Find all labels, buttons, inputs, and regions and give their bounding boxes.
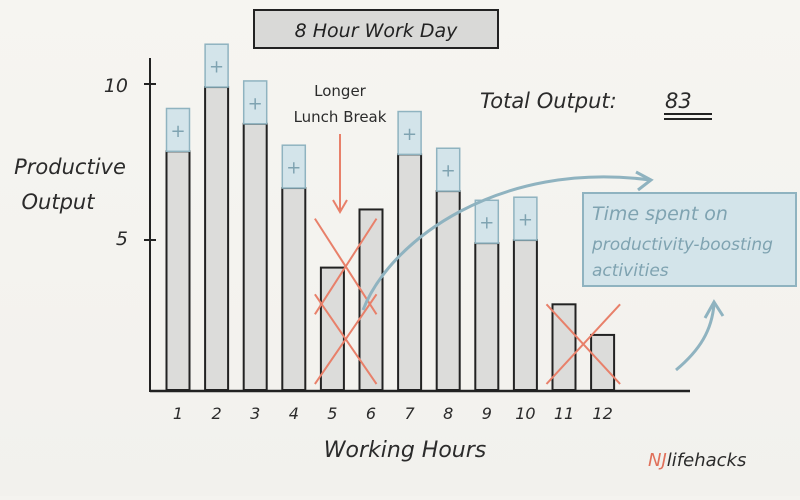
boost-plus-icon: + <box>248 93 263 114</box>
bar-hour-7 <box>397 153 423 391</box>
total-output: Total Output: 83 <box>480 89 712 120</box>
callout-line3: activities <box>592 261 669 281</box>
boost-segment-hour-10 <box>513 196 538 241</box>
callout-line1: Time spent on <box>592 203 728 225</box>
boost-segment-hour-1 <box>165 107 191 153</box>
bar-hour-11 <box>551 303 577 392</box>
boost-segment-hour-2 <box>204 43 229 88</box>
x-tick-label-10: 10 <box>515 404 535 423</box>
crossed-out-marks <box>314 218 621 385</box>
boost-segment-hour-8 <box>435 147 461 192</box>
chart-title: 8 Hour Work Day <box>295 20 458 42</box>
y-axis-label-line2: Output <box>22 190 96 214</box>
x-tick-label-3: 3 <box>250 404 260 423</box>
x-tick-label-2: 2 <box>212 404 222 423</box>
x-tick-label-7: 7 <box>405 404 416 423</box>
total-output-value: 83 <box>665 89 692 113</box>
boost-plus-icon: + <box>518 210 533 231</box>
boost-segment-hour-7 <box>397 110 422 156</box>
lunch-break-arrowhead <box>332 199 348 214</box>
boost-plus-icon: + <box>209 57 224 78</box>
bottom-right-arrowhead <box>703 299 725 319</box>
callout-line2: productivity-boosting <box>591 235 773 255</box>
boost-plus-icon: + <box>286 158 301 179</box>
boost-plus-icon: + <box>441 161 456 182</box>
boost-plus-icon: + <box>402 124 417 145</box>
y-tick-label-10: 10 <box>104 75 128 97</box>
total-output-label: Total Output: <box>480 89 617 113</box>
boost-plus-icon: + <box>170 121 185 142</box>
cross-hours-5-6 <box>314 218 378 385</box>
boost-plus-icon: + <box>479 213 494 234</box>
bar-hour-2 <box>204 86 230 391</box>
x-tick-label-4: 4 <box>289 404 299 423</box>
bar-hour-9 <box>474 242 500 391</box>
callout-curve-arrowhead <box>635 170 654 192</box>
brand-logo: NJlifehacks <box>648 450 746 471</box>
x-tick-label-6: 6 <box>366 404 376 423</box>
axes <box>144 58 690 393</box>
lunch-break-annotation: Longer Lunch Break <box>294 82 387 214</box>
brand-rest: lifehacks <box>667 450 747 471</box>
bar-hour-3 <box>242 122 268 391</box>
x-tick-label-12: 12 <box>592 404 612 423</box>
x-tick-labels: 1 2 3 4 5 6 7 8 9 10 11 12 <box>173 404 613 423</box>
x-tick-label-5: 5 <box>327 404 337 423</box>
cross-hours-11-12 <box>545 303 621 385</box>
y-axis-label-line1: Productive <box>14 155 126 179</box>
callout-curve-arrow <box>361 175 651 311</box>
lunch-break-line1: Longer <box>314 82 367 100</box>
x-tick-label-11: 11 <box>554 404 574 423</box>
x-tick-label-1: 1 <box>173 404 183 423</box>
brand-nj: NJ <box>648 450 667 471</box>
title-box: 8 Hour Work Day <box>253 9 499 49</box>
x-tick-label-9: 9 <box>482 404 492 423</box>
bar-hour-12 <box>590 333 616 392</box>
x-axis-label: Working Hours <box>324 438 486 463</box>
lunch-break-line2: Lunch Break <box>294 108 387 126</box>
bar-hour-4 <box>281 187 307 391</box>
bar-hour-8 <box>435 190 461 391</box>
boost-segment-hour-4 <box>281 144 307 189</box>
callout-box: Time spent on productivity-boosting acti… <box>582 192 797 287</box>
y-tick-labels: 5 10 <box>104 75 128 250</box>
bar-hour-1 <box>165 150 191 391</box>
y-tick-label-5: 5 <box>116 228 128 250</box>
bar-hour-10 <box>512 239 538 391</box>
boost-segment-hour-3 <box>242 80 268 125</box>
x-tick-label-8: 8 <box>443 404 453 423</box>
bottom-right-arrow <box>675 303 716 372</box>
